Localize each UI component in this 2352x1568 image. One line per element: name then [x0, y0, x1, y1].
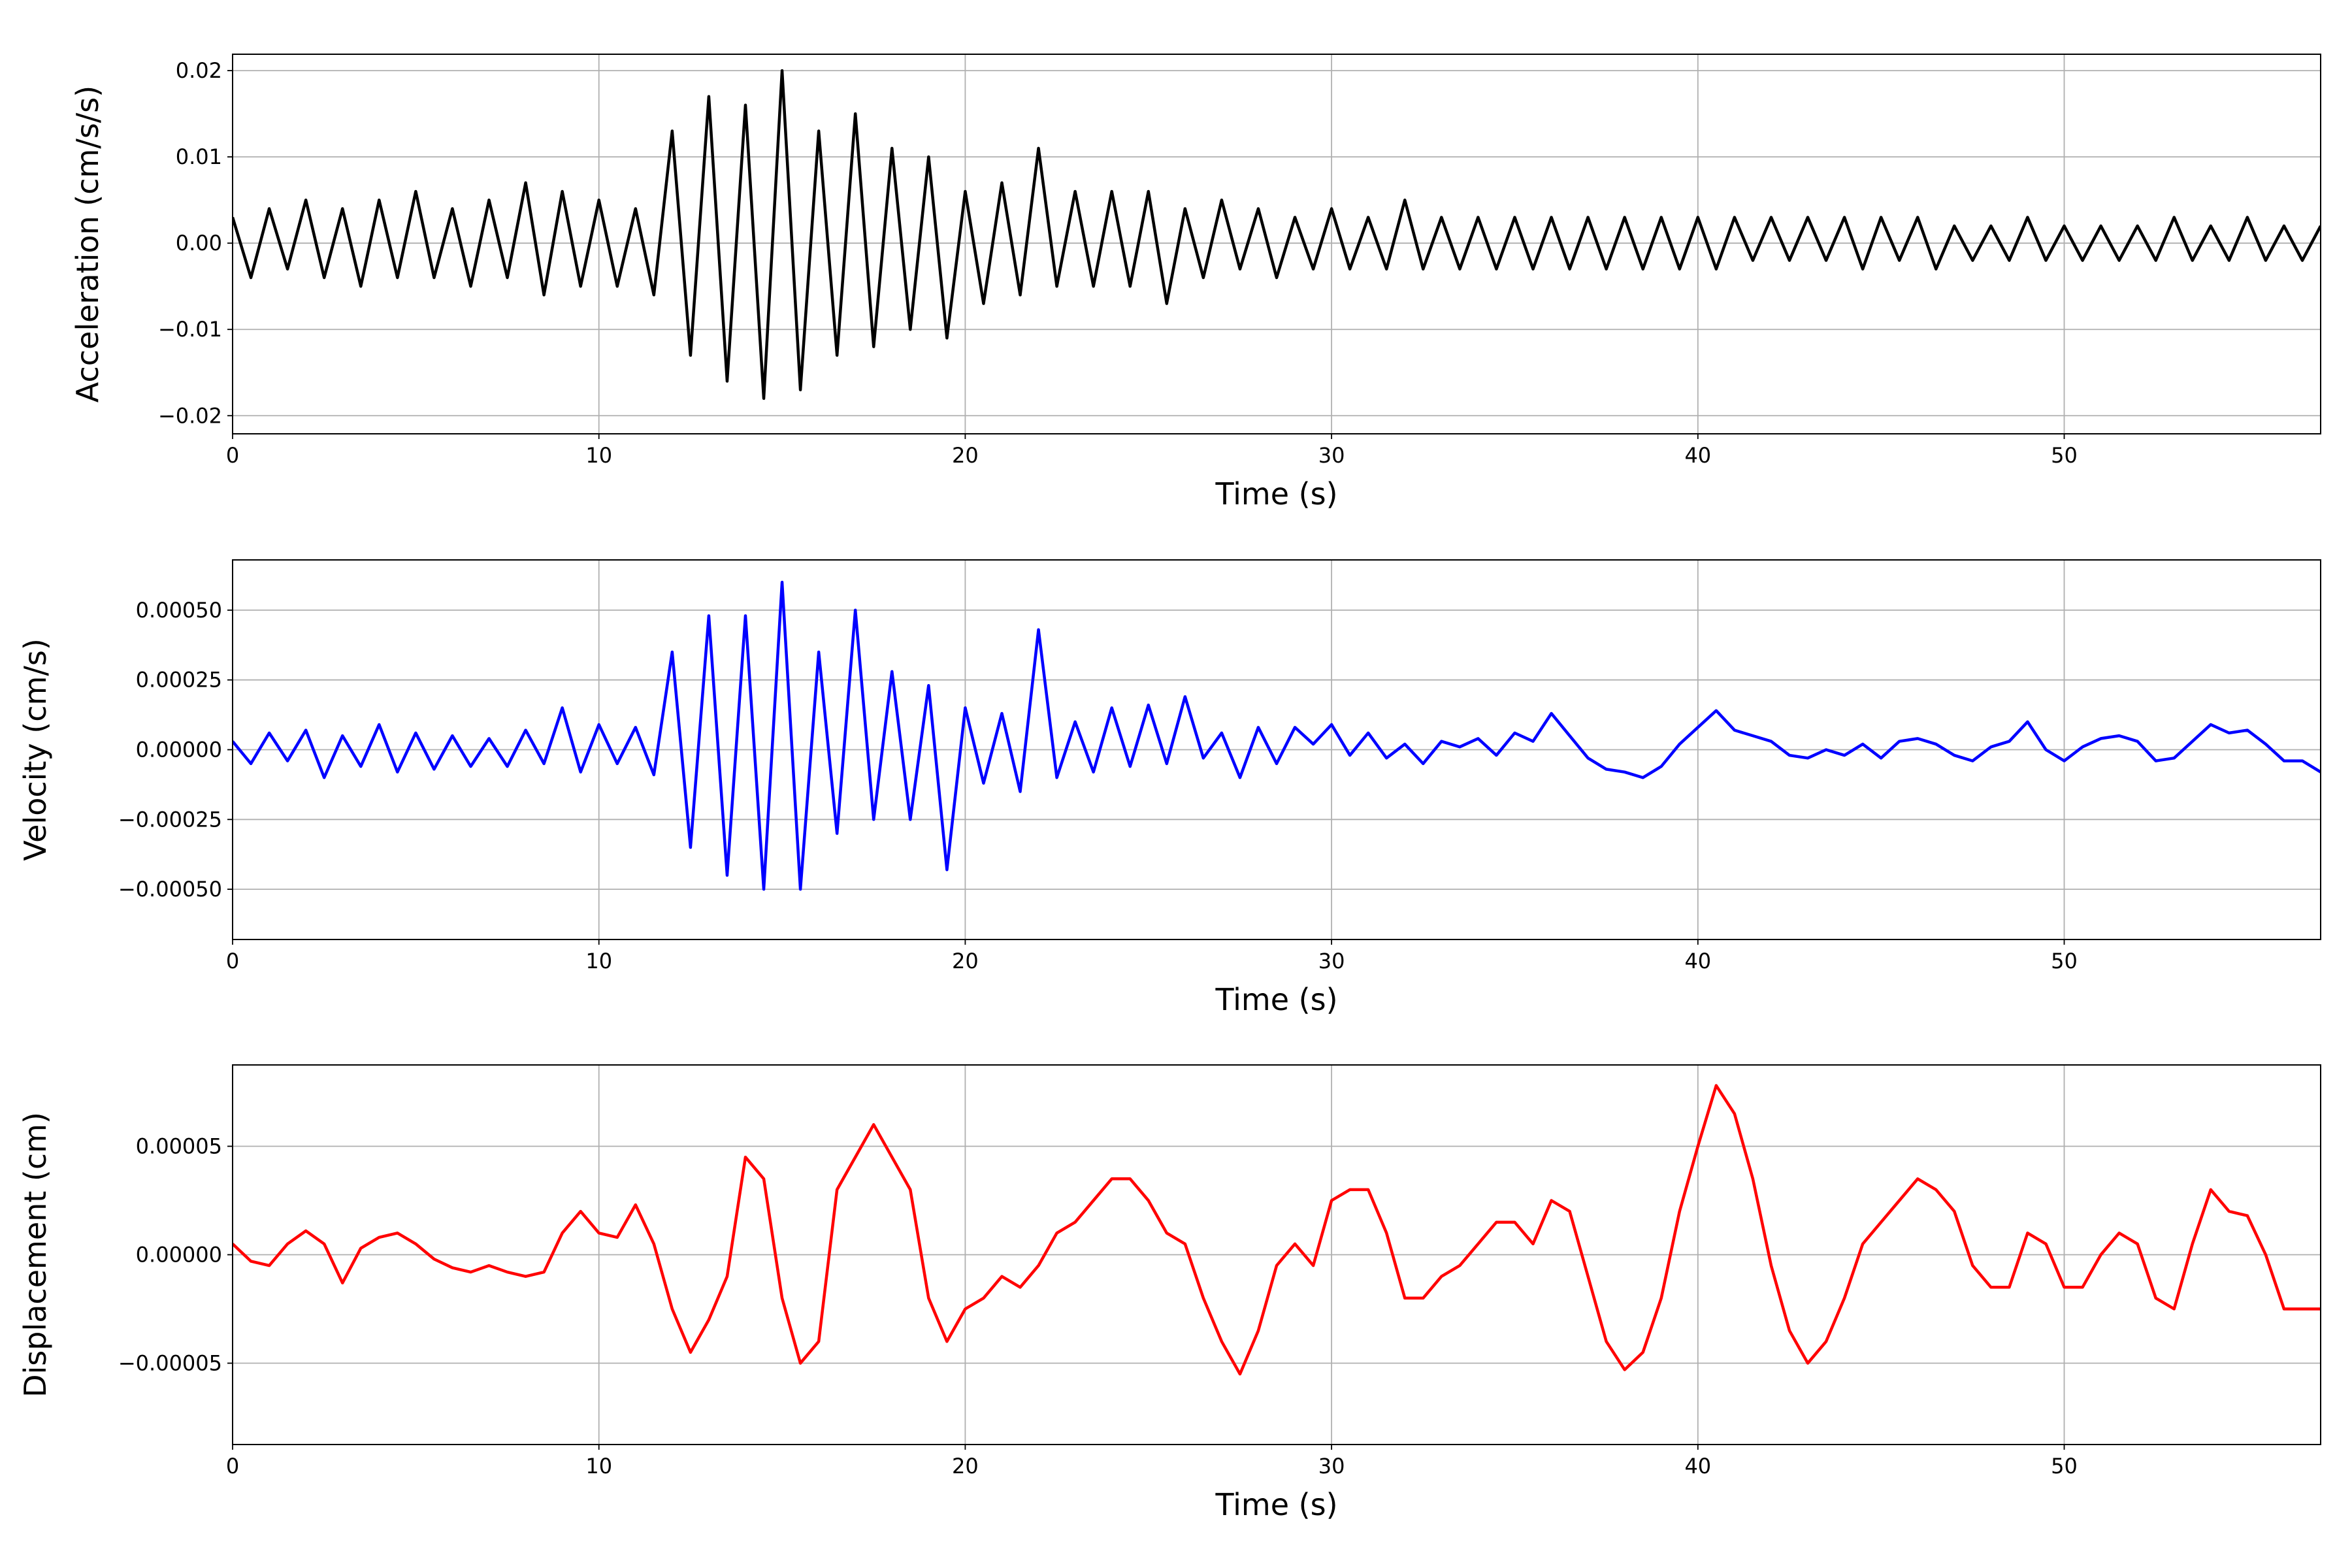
y-tick-label: 0.02	[176, 58, 222, 83]
y-tick-label: −0.00005	[118, 1351, 222, 1376]
x-tick-label: 40	[1684, 1454, 1711, 1478]
x-tick-label: 20	[952, 443, 979, 468]
x-tick-label: 30	[1318, 443, 1345, 468]
x-tick-label: 50	[2051, 443, 2078, 468]
x-tick-label: 40	[1684, 443, 1711, 468]
signal-line	[233, 69, 2321, 400]
x-tick-label: 10	[585, 1454, 612, 1478]
y-tick-label: 0.00050	[136, 598, 222, 623]
axes-frame	[232, 1064, 2321, 1445]
x-axis-label: Time (s)	[1215, 476, 1337, 512]
x-tick-label: 50	[2051, 949, 2078, 973]
x-tick-label: 0	[226, 949, 239, 973]
subplot: 0 10 20 30 40 50 −0.00050 −0.00025 0.00000 0.0002…	[18, 559, 2321, 1017]
y-tick-label: −0.02	[158, 403, 222, 428]
x-tick-label: 30	[1318, 949, 1345, 973]
signal-line	[233, 1084, 2321, 1376]
plot-area	[233, 1084, 2321, 1376]
y-tick-label: 0.00025	[136, 668, 222, 693]
y-tick-label: 0.01	[176, 144, 222, 169]
x-axis-label: Time (s)	[1215, 982, 1337, 1017]
x-tick-label: 40	[1684, 949, 1711, 973]
plot-area	[233, 69, 2321, 400]
y-tick-label: −0.01	[158, 317, 222, 342]
x-tick-label: 30	[1318, 1454, 1345, 1478]
x-tick-label: 10	[585, 949, 612, 973]
y-tick-label: 0.00000	[136, 1243, 222, 1267]
x-tick-label: 20	[952, 949, 979, 973]
signal-line	[233, 580, 2321, 891]
y-tick-label: 0.00005	[136, 1134, 222, 1159]
y-axis-label: Displacement (cm)	[18, 1112, 53, 1397]
x-tick-label: 0	[226, 1454, 239, 1478]
x-axis-label: Time (s)	[1215, 1487, 1337, 1522]
x-tick-label: 0	[226, 443, 239, 468]
axes-frame	[232, 54, 2321, 434]
y-tick-label: 0.00000	[136, 738, 222, 762]
x-tick-label: 10	[585, 443, 612, 468]
y-axis-label: Velocity (cm/s)	[18, 638, 53, 861]
axes-frame	[232, 559, 2321, 940]
y-axis-label: Acceleration (cm/s/s)	[70, 86, 105, 402]
y-tick-label: 0.00	[176, 231, 222, 255]
subplot: 0 10 20 30 40 50 −0.00005 0.00000 0.00005 Time (s…	[18, 1064, 2321, 1522]
subplot: 0 10 20 30 40 50 −0.02 −0.01 0.00 0.01 0.02 Time (s…	[70, 54, 2321, 512]
y-tick-label: −0.00025	[118, 807, 222, 832]
x-tick-label: 20	[952, 1454, 979, 1478]
plot-area	[233, 580, 2321, 891]
x-tick-label: 50	[2051, 1454, 2078, 1478]
y-tick-label: −0.00050	[118, 877, 222, 902]
